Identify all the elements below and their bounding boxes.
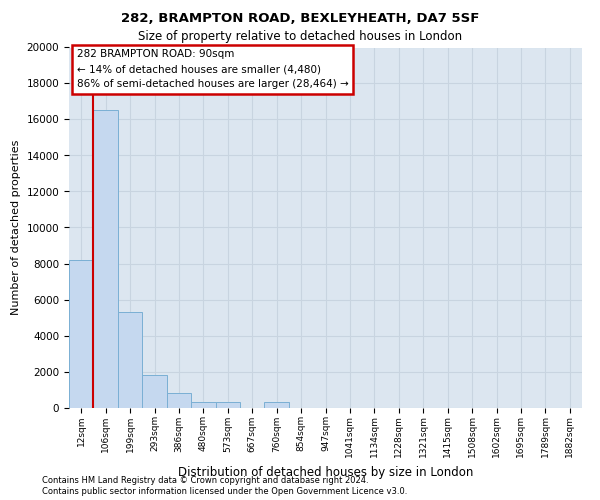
Bar <box>94 110 118 408</box>
Bar <box>167 393 191 407</box>
Bar <box>191 402 215 407</box>
Bar <box>265 402 289 407</box>
Text: 282 BRAMPTON ROAD: 90sqm
← 14% of detached houses are smaller (4,480)
86% of sem: 282 BRAMPTON ROAD: 90sqm ← 14% of detach… <box>77 50 349 89</box>
Text: Contains HM Land Registry data © Crown copyright and database right 2024.: Contains HM Land Registry data © Crown c… <box>42 476 368 485</box>
Bar <box>142 375 167 408</box>
X-axis label: Distribution of detached houses by size in London: Distribution of detached houses by size … <box>178 466 473 478</box>
Bar <box>215 402 240 407</box>
Text: Size of property relative to detached houses in London: Size of property relative to detached ho… <box>138 30 462 43</box>
Y-axis label: Number of detached properties: Number of detached properties <box>11 140 21 315</box>
Bar <box>118 312 142 408</box>
Text: 282, BRAMPTON ROAD, BEXLEYHEATH, DA7 5SF: 282, BRAMPTON ROAD, BEXLEYHEATH, DA7 5SF <box>121 12 479 24</box>
Text: Contains public sector information licensed under the Open Government Licence v3: Contains public sector information licen… <box>42 487 407 496</box>
Bar <box>69 260 94 408</box>
